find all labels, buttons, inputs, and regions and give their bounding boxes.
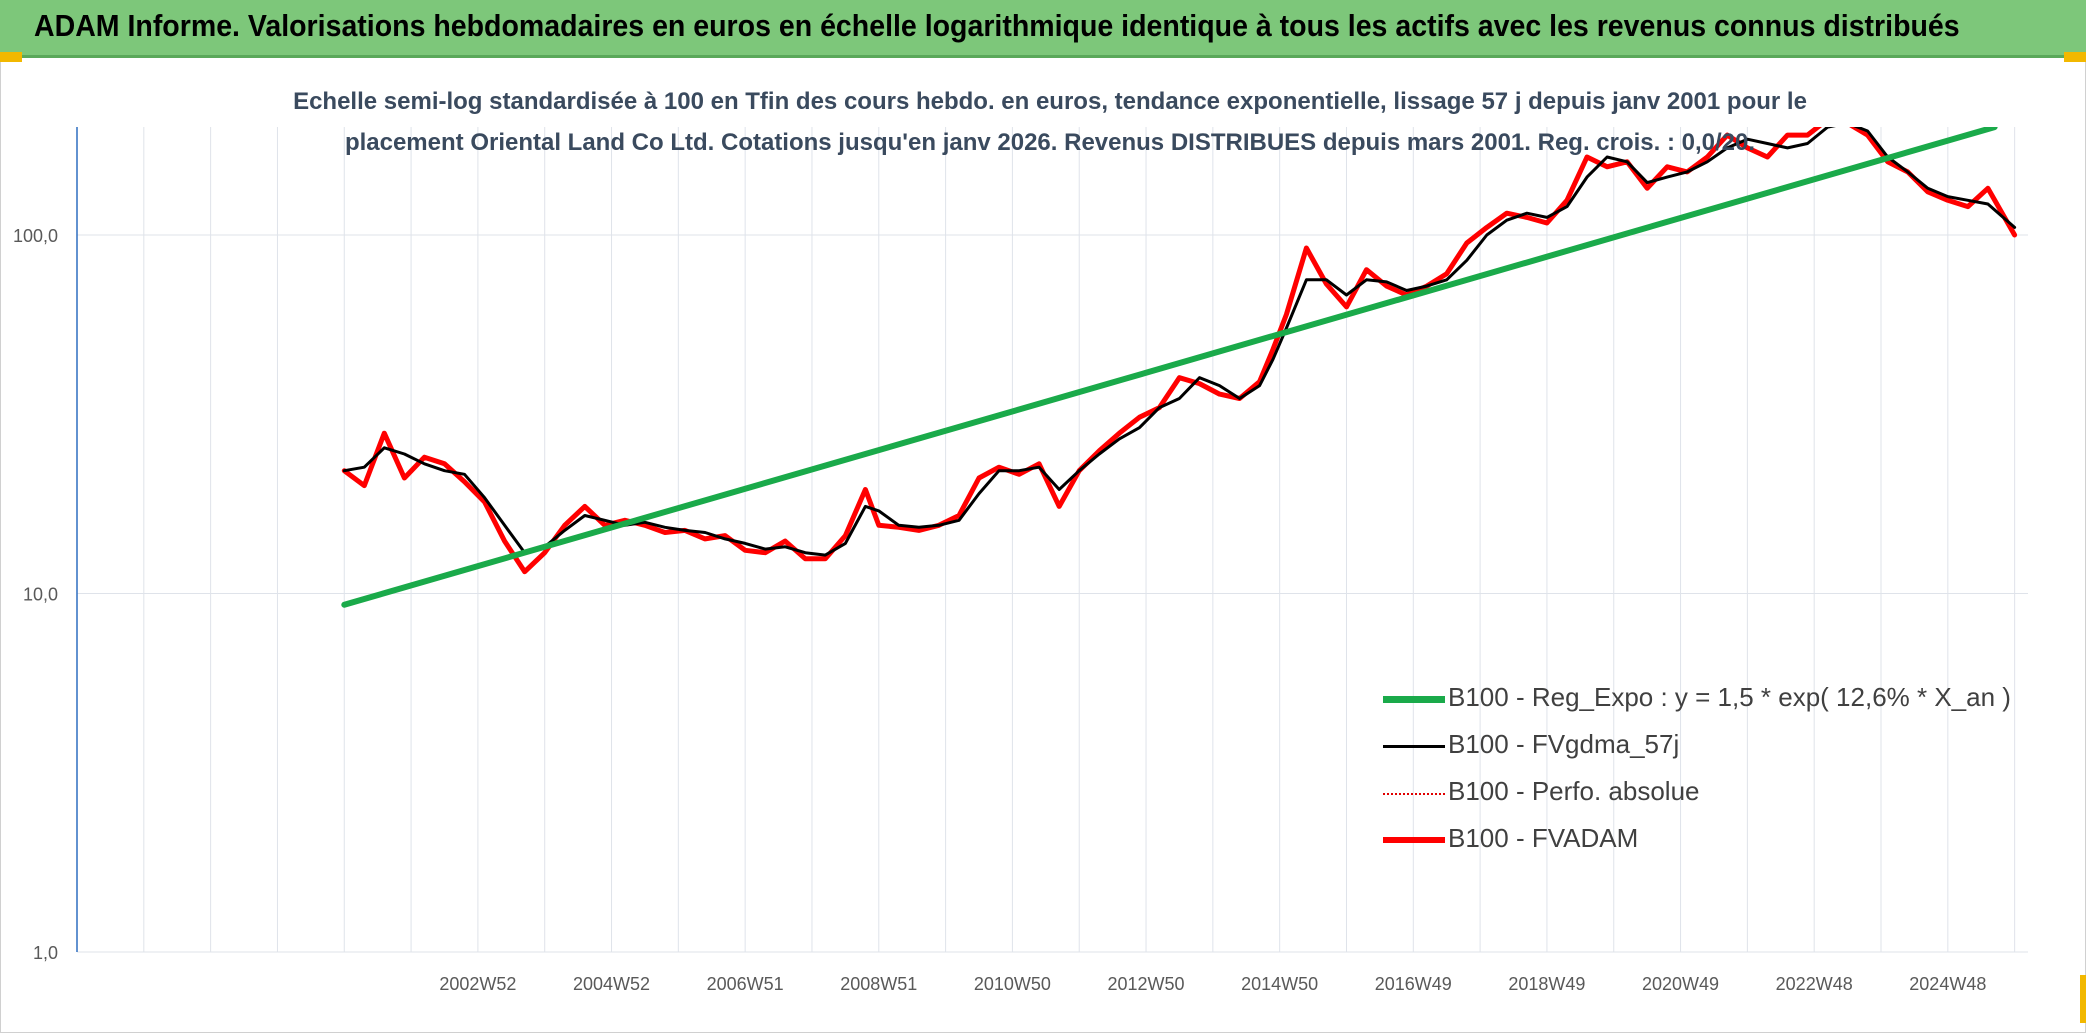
chart-title-line-2: placement Oriental Land Co Ltd. Cotation…: [344, 129, 1756, 156]
report-title: ADAM Informe. Valorisations hebdomadaire…: [34, 8, 1960, 43]
corner-marker-top-right: [2064, 52, 2086, 62]
series-regression-line: [341, 127, 1998, 608]
legend-label-smoothed: B100 - FVgdma_57j: [1448, 729, 1680, 759]
x-tick-label: 2016W49: [1375, 974, 1452, 994]
chart-title-line-1: Echelle semi-log standardisée à 100 en T…: [293, 88, 1807, 115]
y-tick-label: 10,0: [23, 585, 58, 605]
corner-marker-bottom-right: [2080, 975, 2086, 1023]
x-tick-label: 2020W49: [1642, 974, 1719, 994]
series-fvadam-line: [341, 127, 2018, 575]
x-tick-label: 2024W48: [1909, 974, 1986, 994]
legend-label-absolute: B100 - Perfo. absolue: [1448, 776, 1700, 806]
legend-swatch-absolute: [1383, 793, 1445, 795]
x-tick-labels: 2002W52 2004W52 2006W51 2008W51 2010W50 2012W…: [439, 974, 1986, 994]
y-tick-labels: 1,0 10,0 100,0: [13, 226, 58, 963]
y-tick-label: 100,0: [13, 226, 58, 246]
y-tick-label: 1,0: [33, 943, 58, 963]
legend-label-regression: B100 - Reg_Expo : y = 1,5 * exp( 12,6% *…: [1448, 682, 2011, 712]
legend-swatch-regression: [1383, 696, 1445, 703]
report-banner: ADAM Informe. Valorisations hebdomadaire…: [0, 0, 2086, 58]
corner-marker-top-left: [0, 52, 22, 62]
x-tick-label: 2008W51: [840, 974, 917, 994]
x-tick-label: 2012W50: [1108, 974, 1185, 994]
x-tick-label: 2018W49: [1508, 974, 1585, 994]
x-tick-label: 2022W48: [1776, 974, 1853, 994]
x-tick-label: 2010W50: [974, 974, 1051, 994]
series-smoothed-line: [342, 127, 2017, 557]
legend-swatch-fvadam: [1383, 837, 1445, 843]
grid-lines: [76, 127, 2028, 953]
series-layer: [341, 127, 2018, 608]
legend-swatch-smoothed: [1383, 745, 1445, 748]
x-tick-label: 2004W52: [573, 974, 650, 994]
x-tick-label: 2002W52: [439, 974, 516, 994]
x-tick-label: 2014W50: [1241, 974, 1318, 994]
x-tick-label: 2006W51: [707, 974, 784, 994]
legend-label-fvadam: B100 - FVADAM: [1448, 823, 1639, 853]
